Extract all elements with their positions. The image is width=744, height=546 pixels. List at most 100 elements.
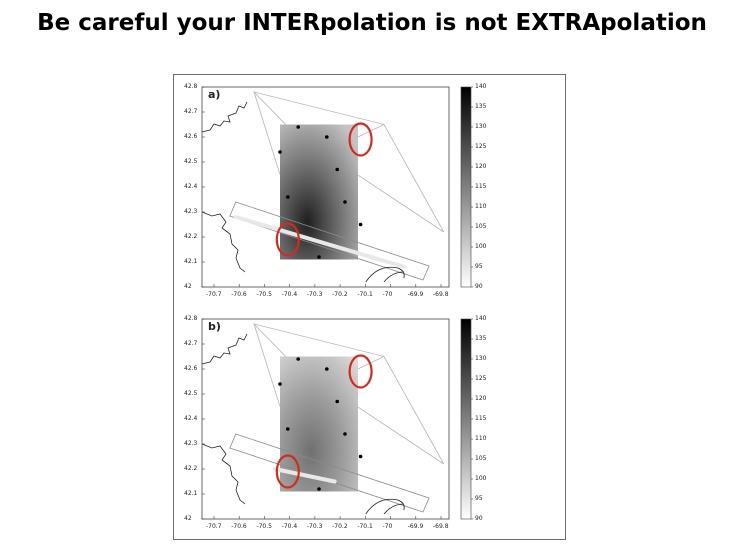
y-tick-label: 42.2	[184, 233, 198, 240]
station-dot	[358, 222, 363, 227]
colorbar-tick-label: 110	[475, 203, 487, 210]
figure-canvas	[201, 86, 473, 520]
survey-track	[272, 467, 337, 484]
x-tick-label: -70.4	[281, 523, 298, 530]
cape-outline	[365, 498, 405, 515]
x-tick-label: -70.2	[332, 523, 348, 530]
station-dot	[325, 367, 329, 371]
y-tick-label: 42.4	[184, 183, 198, 190]
y-tick-label: 42.6	[184, 365, 198, 372]
station-dot	[335, 167, 339, 172]
x-tick-label: -69.8	[433, 523, 449, 530]
x-tick-label: -70.3	[306, 523, 323, 530]
x-tick-label: -70.6	[231, 523, 247, 530]
station-dot	[325, 135, 329, 139]
colorbar-tick-label: 105	[475, 455, 487, 462]
colorbar-tick-label: 135	[475, 103, 487, 110]
colorbar-tick-label: 100	[475, 475, 487, 482]
x-tick-label: -70.6	[231, 291, 247, 298]
y-tick-label: 42.1	[184, 490, 198, 497]
x-tick-label: -70.4	[281, 291, 298, 298]
station-dot	[317, 255, 321, 259]
y-tick-label: 42.4	[184, 415, 198, 422]
station-dot	[278, 382, 282, 386]
colorbar-tick-label: 115	[475, 183, 487, 190]
survey-track	[233, 215, 407, 269]
colorbar-tick-label: 90	[475, 515, 483, 522]
coastline	[201, 101, 248, 273]
y-tick-label: 42.3	[184, 440, 198, 447]
colorbar-tick-label: 95	[475, 263, 483, 270]
highlight-circle	[275, 222, 300, 257]
y-tick-label: 42.6	[184, 133, 198, 140]
colorbar-tick-label: 95	[475, 495, 483, 502]
y-tick-label: 42	[184, 283, 192, 290]
x-tick-label: -70.5	[256, 291, 272, 298]
colorbar-tick-label: 110	[475, 435, 487, 442]
colorbar-tick-label: 140	[475, 83, 487, 90]
x-tick-label: -70.5	[256, 523, 272, 530]
colorbar-tick-label: 120	[475, 395, 487, 402]
colorbar-tick-label: 125	[475, 375, 487, 382]
highlight-circle	[348, 354, 373, 389]
y-tick-label: 42.7	[184, 340, 198, 347]
panel-label: b)	[208, 320, 221, 333]
highlight-circle	[348, 122, 373, 157]
station-dot	[296, 357, 300, 361]
station-dot	[317, 487, 321, 491]
y-tick-label: 42.5	[184, 158, 198, 165]
station-dot	[286, 195, 290, 199]
station-dot	[286, 427, 290, 431]
colorbar-tick-label: 125	[475, 143, 487, 150]
station-dot	[343, 432, 347, 436]
slide-title: Be careful your INTERpolation is not EXT…	[37, 10, 707, 36]
x-tick-label: -69.8	[433, 291, 449, 298]
transect-corridor	[229, 201, 430, 281]
station-dot	[358, 454, 363, 459]
colorbar-tick-label: 105	[475, 223, 487, 230]
colorbar-tick-label: 90	[475, 283, 483, 290]
y-tick-label: 42.5	[184, 390, 198, 397]
panel-label: a)	[208, 88, 221, 101]
y-tick-label: 42.1	[184, 258, 198, 265]
colorbar-tick-label: 100	[475, 243, 487, 250]
x-tick-label: -70.7	[206, 291, 222, 298]
station-dot	[296, 125, 300, 129]
x-tick-label: -70	[382, 523, 393, 530]
colorbar-tick-label: 130	[475, 355, 487, 362]
x-tick-label: -70.7	[206, 523, 222, 530]
y-tick-label: 42.8	[184, 83, 198, 90]
interpolated-field	[280, 124, 358, 260]
station-dot	[335, 399, 339, 404]
transect-corridor	[229, 433, 430, 513]
survey-boundary	[252, 323, 445, 465]
y-tick-label: 42.8	[184, 315, 198, 322]
x-tick-label: -70.2	[332, 291, 348, 298]
x-tick-label: -70.1	[357, 523, 373, 530]
station-dot	[343, 200, 347, 204]
colorbar-tick-label: 115	[475, 415, 487, 422]
survey-boundary	[252, 91, 445, 233]
colorbar	[460, 318, 472, 520]
panel-a	[201, 86, 473, 288]
y-tick-label: 42.2	[184, 465, 198, 472]
x-tick-label: -70	[382, 291, 393, 298]
colorbar-tick-label: 130	[475, 123, 487, 130]
x-tick-label: -70.1	[357, 291, 373, 298]
colorbar-tick-label: 135	[475, 335, 487, 342]
x-tick-label: -69.9	[407, 291, 424, 298]
cape-outline	[365, 266, 405, 283]
coastline	[201, 333, 248, 505]
x-tick-label: -70.3	[306, 291, 323, 298]
x-tick-label: -69.9	[407, 523, 424, 530]
y-tick-label: 42.3	[184, 208, 198, 215]
figure-frame: 42.8 42.7 42.6 42.5 42.4 42.3 42.2 42.1 42 -70.7 -…	[173, 74, 566, 540]
panel-b	[201, 318, 473, 520]
colorbar	[460, 86, 472, 288]
station-dot	[278, 150, 282, 154]
colorbar-tick-label: 120	[475, 163, 487, 170]
y-tick-label: 42	[184, 515, 192, 522]
colorbar-tick-label: 140	[475, 315, 487, 322]
highlight-circle	[275, 454, 300, 489]
y-tick-label: 42.7	[184, 108, 198, 115]
